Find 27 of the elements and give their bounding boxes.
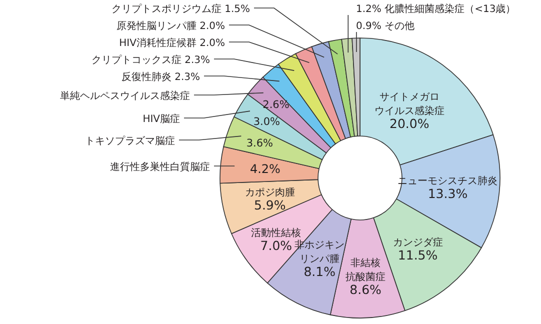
slice-label: HIV消耗性症候群 2.0%	[119, 37, 225, 49]
slice-label: 進行性多巣性白質脳症	[110, 161, 210, 173]
slice-label: 単純ヘルペスウイルス感染症	[60, 90, 190, 102]
data-label: 13.3%	[428, 186, 468, 202]
slice-label: 活動性結核	[251, 226, 302, 239]
data-label: 4.2%	[250, 162, 280, 176]
data-label: 7.0%	[260, 238, 292, 253]
data-label: 20.0%	[390, 116, 430, 132]
data-label: 2.6%	[262, 98, 290, 111]
slice-label: クリプトコックス症 2.3%	[91, 54, 210, 66]
data-label: 3.0%	[253, 116, 280, 128]
data-label: 5.9%	[254, 197, 286, 212]
data-label: 8.6%	[350, 282, 382, 297]
data-label: 8.1%	[304, 264, 336, 279]
slice-label: カンジダ症	[392, 236, 443, 248]
slice-label: カポジ肉腫	[244, 186, 295, 198]
slice-label: サイトメガロウイルス感染症	[374, 92, 444, 118]
slice-label: 原発性脳リンパ腫 2.0%	[116, 20, 225, 32]
slice-label: 0.9% その他	[356, 20, 415, 32]
data-label: 11.5%	[398, 247, 438, 262]
slice-label: クリプトスポリジウム症 1.5%	[111, 3, 250, 15]
slice-label: 反復性肺炎 2.3%	[121, 71, 200, 83]
slice-label: トキソプラズマ脳症	[85, 135, 175, 147]
slice-label: HIV脳症	[142, 113, 180, 125]
slice-label: 非結核抗酸菌症	[346, 256, 386, 283]
data-label: 3.6%	[246, 138, 274, 150]
slice-label: 1.2% 化膿性細菌感染症（<13歳）	[356, 3, 516, 15]
